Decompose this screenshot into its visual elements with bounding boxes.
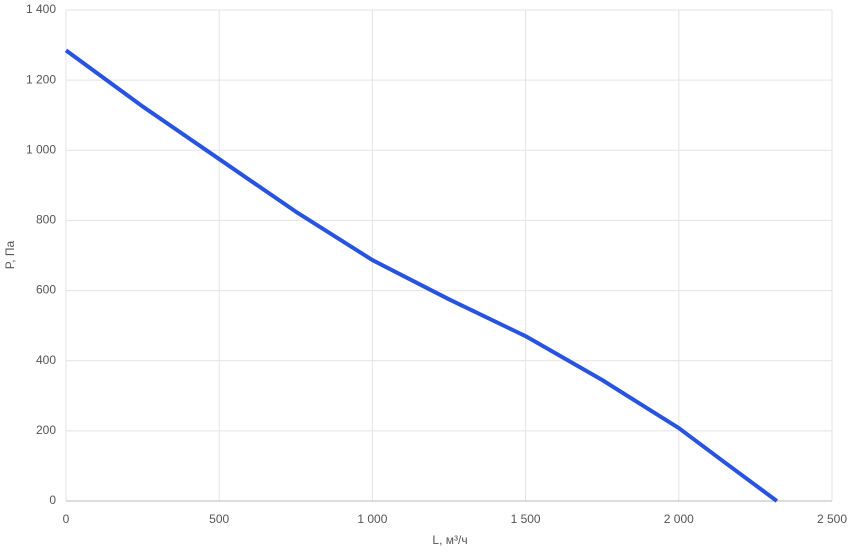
x-tick-label: 0 [63,512,70,526]
data-line [64,48,779,503]
y-tick-label: 400 [36,353,56,367]
x-tick-label: 1 000 [357,512,387,526]
y-tick-label: 1 000 [26,142,56,156]
y-tick-label: 1 400 [26,2,56,16]
y-tick-label: 0 [49,493,56,507]
y-axis-label: P, Па [3,240,17,269]
y-tick-label: 1 200 [26,72,56,86]
y-tick-label: 600 [36,283,56,297]
x-axis-label: L, м³/ч [432,533,467,547]
y-tick-label: 200 [36,423,56,437]
x-tick-label: 2 500 [817,512,847,526]
y-tick-label: 800 [36,213,56,227]
x-tick-label: 2 000 [664,512,694,526]
x-tick-label: 1 500 [511,512,541,526]
x-tick-label: 500 [209,512,229,526]
